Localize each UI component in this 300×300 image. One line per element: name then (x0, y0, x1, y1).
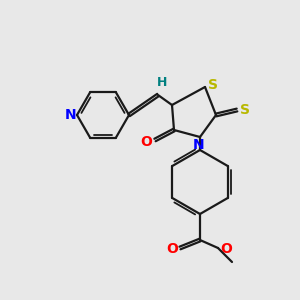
Text: H: H (157, 76, 167, 89)
Text: S: S (208, 78, 218, 92)
Text: O: O (166, 242, 178, 256)
Text: N: N (65, 108, 77, 122)
Text: O: O (220, 242, 232, 256)
Text: N: N (193, 138, 205, 152)
Text: S: S (240, 103, 250, 117)
Text: O: O (140, 135, 152, 149)
